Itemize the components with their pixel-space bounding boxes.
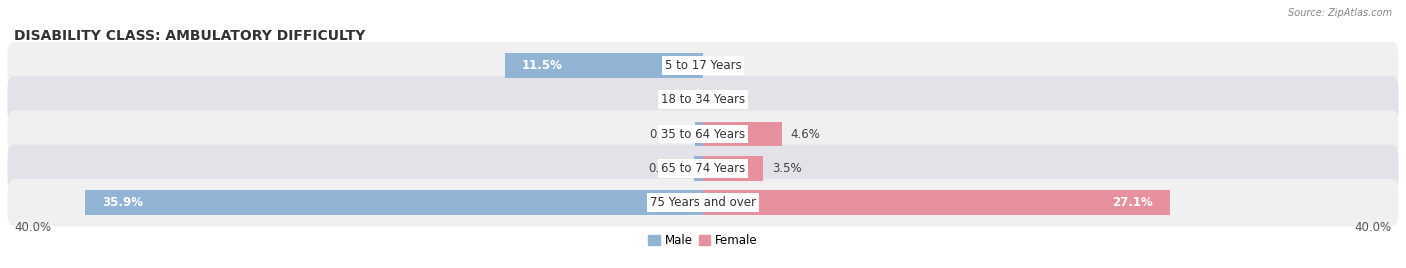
- Text: 75 Years and over: 75 Years and over: [650, 196, 756, 209]
- Bar: [84, 190, 703, 215]
- FancyBboxPatch shape: [7, 179, 1399, 226]
- Text: 3.5%: 3.5%: [772, 162, 801, 175]
- Text: 27.1%: 27.1%: [1112, 196, 1153, 209]
- Text: 35 to 64 Years: 35 to 64 Years: [661, 128, 745, 140]
- FancyBboxPatch shape: [7, 42, 1399, 89]
- Text: Source: ZipAtlas.com: Source: ZipAtlas.com: [1288, 8, 1392, 18]
- Text: 0.0%: 0.0%: [665, 93, 695, 106]
- Text: 65 to 74 Years: 65 to 74 Years: [661, 162, 745, 175]
- Text: 4.6%: 4.6%: [790, 128, 821, 140]
- Bar: [703, 156, 763, 181]
- Bar: [505, 53, 703, 78]
- Text: 35.9%: 35.9%: [101, 196, 143, 209]
- Text: 40.0%: 40.0%: [14, 221, 51, 234]
- Text: 0.0%: 0.0%: [711, 93, 741, 106]
- Bar: [703, 122, 782, 146]
- Text: 0.0%: 0.0%: [711, 59, 741, 72]
- Text: 0.52%: 0.52%: [648, 162, 686, 175]
- Legend: Male, Female: Male, Female: [644, 229, 762, 252]
- Text: 11.5%: 11.5%: [522, 59, 562, 72]
- Bar: [695, 156, 703, 181]
- FancyBboxPatch shape: [7, 110, 1399, 158]
- FancyBboxPatch shape: [7, 145, 1399, 192]
- FancyBboxPatch shape: [7, 76, 1399, 123]
- Text: DISABILITY CLASS: AMBULATORY DIFFICULTY: DISABILITY CLASS: AMBULATORY DIFFICULTY: [14, 29, 366, 43]
- Text: 5 to 17 Years: 5 to 17 Years: [665, 59, 741, 72]
- Bar: [703, 190, 1170, 215]
- Text: 40.0%: 40.0%: [1355, 221, 1392, 234]
- Bar: [695, 122, 703, 146]
- Text: 18 to 34 Years: 18 to 34 Years: [661, 93, 745, 106]
- Text: 0.47%: 0.47%: [650, 128, 686, 140]
